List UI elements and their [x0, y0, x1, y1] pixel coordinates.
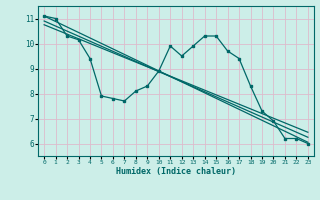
- X-axis label: Humidex (Indice chaleur): Humidex (Indice chaleur): [116, 167, 236, 176]
